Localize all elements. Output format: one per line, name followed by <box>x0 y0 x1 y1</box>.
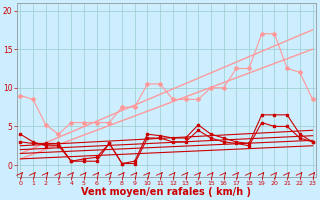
X-axis label: Vent moyen/en rafales ( km/h ): Vent moyen/en rafales ( km/h ) <box>82 187 252 197</box>
